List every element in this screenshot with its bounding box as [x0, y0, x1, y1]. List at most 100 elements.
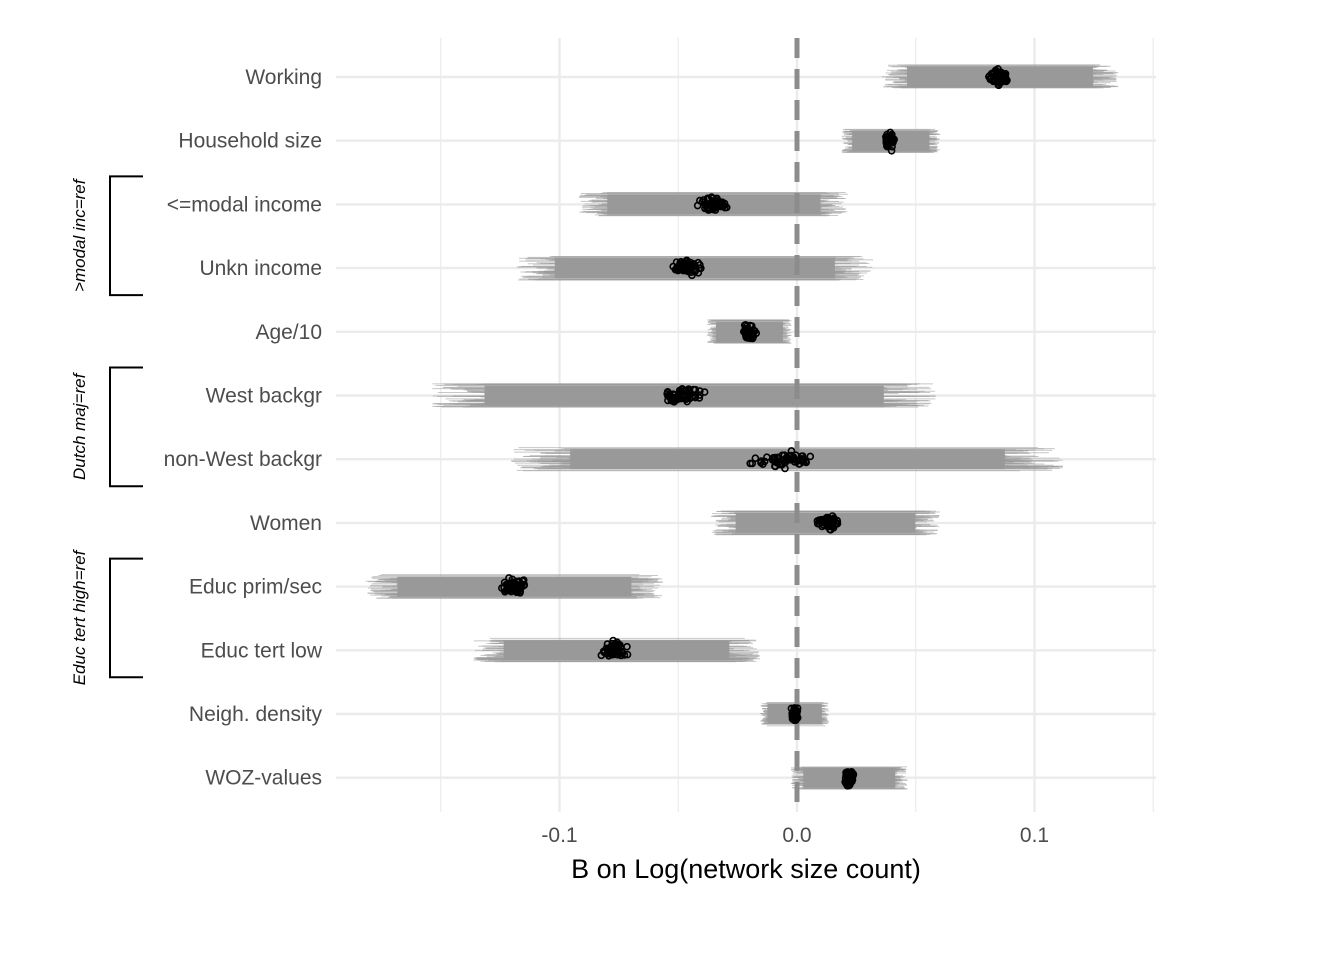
estimate-point [796, 456, 805, 464]
group-label: Educ tert high=ref [70, 548, 89, 685]
group-brackets: >modal inc=ref Dutch maj=ref Educ tert hig… [70, 175, 143, 685]
estimate-point [696, 196, 704, 205]
estimate-point-cluster [787, 704, 802, 725]
x-tick-label: 0.0 [782, 824, 811, 847]
estimate-point [509, 582, 517, 591]
estimate-point [887, 146, 896, 155]
estimate-points [498, 65, 1011, 790]
estimate-point [843, 782, 852, 790]
y-tick-label: Educ prim/sec [189, 576, 322, 599]
estimate-point [597, 651, 606, 660]
estimate-point-cluster [813, 512, 842, 534]
estimate-point [712, 196, 721, 204]
x-tick-labels: -0.1 0.0 0.1 [541, 824, 1049, 847]
y-tick-label: Neigh. density [189, 703, 323, 726]
estimate-point [760, 457, 769, 466]
estimate-point [675, 392, 683, 401]
estimate-point [887, 134, 896, 142]
estimate-point [708, 199, 717, 208]
estimate-point-cluster [841, 768, 858, 790]
estimate-point [498, 584, 506, 592]
estimate-point [998, 74, 1006, 82]
estimate-point [743, 322, 751, 330]
estimate-point [675, 263, 684, 271]
estimate-point [691, 385, 700, 394]
estimate-point [770, 462, 779, 470]
estimate-point-cluster [597, 636, 632, 660]
y-tick-label: <=modal income [167, 193, 322, 216]
estimate-point [695, 394, 704, 402]
group-label: >modal inc=ref [70, 177, 89, 292]
bracket-line [109, 557, 143, 679]
estimate-point [620, 651, 629, 659]
estimate-point [697, 264, 705, 273]
estimate-point [687, 268, 695, 277]
estimate-point [684, 388, 693, 396]
x-tick-label: 0.1 [1020, 824, 1049, 847]
estimate-point [994, 81, 1003, 90]
estimate-point [823, 517, 831, 526]
estimate-point [791, 714, 799, 723]
estimate-point [684, 392, 692, 401]
estimate-point [806, 452, 815, 461]
estimate-point [775, 458, 783, 466]
interval-bands [365, 64, 1119, 790]
estimate-point [612, 642, 621, 651]
x-axis-label: B on Log(network size count) [571, 854, 921, 884]
bracket-line [109, 366, 143, 488]
y-tick-label: non-West backgr [164, 448, 322, 471]
estimate-point [663, 388, 672, 397]
estimate-point-cluster [663, 384, 709, 406]
estimate-point [683, 397, 691, 406]
estimate-point [720, 199, 729, 208]
estimate-point [680, 387, 689, 396]
interval-core [484, 385, 884, 406]
estimate-point-cluster [739, 320, 761, 343]
estimate-point-cluster [669, 256, 705, 280]
estimate-point [691, 393, 700, 402]
estimate-point [700, 388, 709, 396]
gridlines [336, 38, 1156, 812]
y-tick-label: Working [245, 66, 322, 89]
estimate-point-cluster [882, 128, 898, 155]
estimate-point [675, 266, 683, 274]
estimate-point [623, 650, 632, 659]
y-tick-label: Household size [178, 130, 322, 153]
bracket-line [109, 175, 143, 297]
estimate-point [830, 514, 838, 522]
y-tick-label: Women [250, 512, 322, 535]
estimate-point [847, 772, 856, 781]
estimate-point [768, 456, 777, 464]
estimate-point [751, 454, 760, 463]
estimate-point [748, 459, 757, 468]
estimate-point-cluster [985, 65, 1011, 90]
estimate-point [746, 331, 754, 339]
estimate-point [989, 76, 998, 84]
estimate-point [505, 574, 513, 582]
estimate-point [703, 194, 712, 203]
x-tick-label: -0.1 [541, 824, 577, 847]
y-tick-label: West backgr [206, 385, 322, 408]
estimate-point [888, 137, 896, 146]
estimate-point-cluster [746, 447, 815, 473]
estimate-point [684, 261, 693, 270]
estimate-point-cluster [693, 193, 731, 214]
group-bracket: Educ tert high=ref [70, 548, 143, 685]
estimate-point [616, 643, 625, 651]
y-tick-label: Educ tert low [201, 639, 323, 662]
estimate-point [986, 75, 995, 84]
estimate-point [786, 455, 795, 464]
group-bracket: Dutch maj=ref [70, 366, 143, 488]
estimate-point [782, 456, 791, 465]
estimate-point-cluster [498, 574, 529, 597]
y-tick-label: WOZ-values [205, 767, 322, 790]
estimate-point [518, 577, 527, 585]
estimate-point [787, 447, 796, 455]
estimate-point [514, 587, 522, 596]
y-tick-labels: Working Household size <=modal income Unkn … [164, 66, 323, 790]
group-bracket: >modal inc=ref [70, 175, 143, 297]
group-label: Dutch maj=ref [70, 371, 89, 480]
y-tick-label: Age/10 [255, 321, 322, 344]
y-tick-label: Unkn income [199, 257, 322, 280]
